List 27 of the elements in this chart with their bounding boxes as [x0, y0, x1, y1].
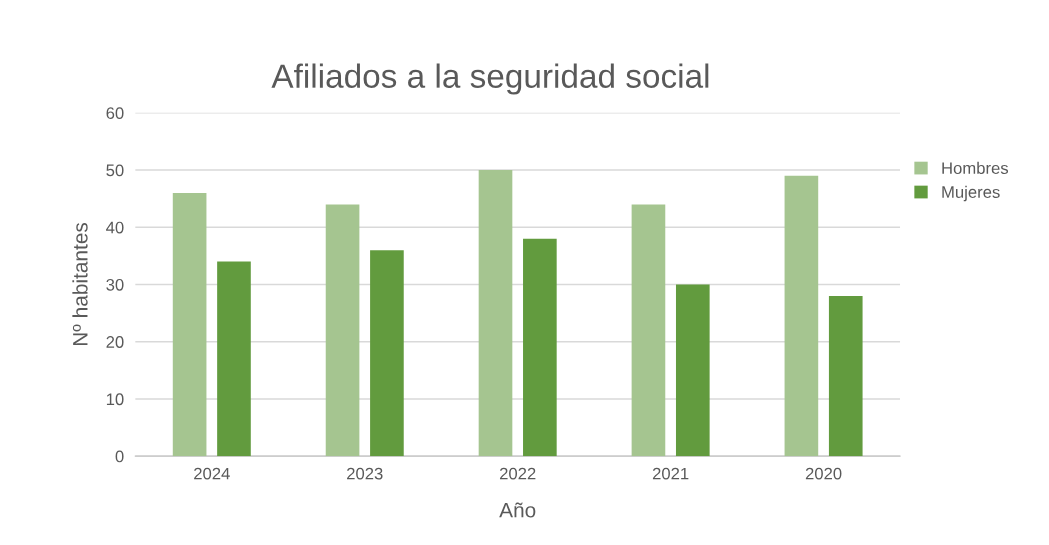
x-tick-label: 2022 — [499, 467, 536, 480]
chart-title: Afiliados a la seguridad social — [271, 63, 709, 95]
y-tick-label: 40 — [106, 221, 124, 234]
bar — [217, 261, 251, 457]
bar — [172, 192, 207, 457]
bar — [675, 284, 710, 457]
y-tick-label: 0 — [115, 450, 124, 463]
legend-label: Mujeres — [942, 185, 1000, 202]
y-tick-label: 10 — [106, 393, 124, 406]
y-axis-title: Nº habitantes — [72, 222, 88, 346]
bar — [325, 204, 360, 457]
y-tick-label: 60 — [106, 107, 124, 120]
legend-label: Hombres — [942, 161, 1009, 175]
bar — [784, 175, 819, 457]
bar — [370, 250, 404, 457]
x-tick-label: 2024 — [194, 467, 230, 480]
bar — [631, 204, 666, 457]
x-tick-label: 2021 — [652, 467, 689, 480]
bar — [828, 295, 863, 457]
y-tick-label: 30 — [106, 278, 124, 291]
x-tick-label: 2023 — [347, 467, 383, 480]
x-axis-title: Año — [499, 502, 536, 518]
bar — [478, 170, 513, 457]
y-tick-label: 50 — [106, 164, 124, 177]
y-tick-label: 20 — [106, 336, 124, 348]
x-tick-label: 2020 — [805, 467, 842, 480]
bar — [523, 238, 557, 457]
